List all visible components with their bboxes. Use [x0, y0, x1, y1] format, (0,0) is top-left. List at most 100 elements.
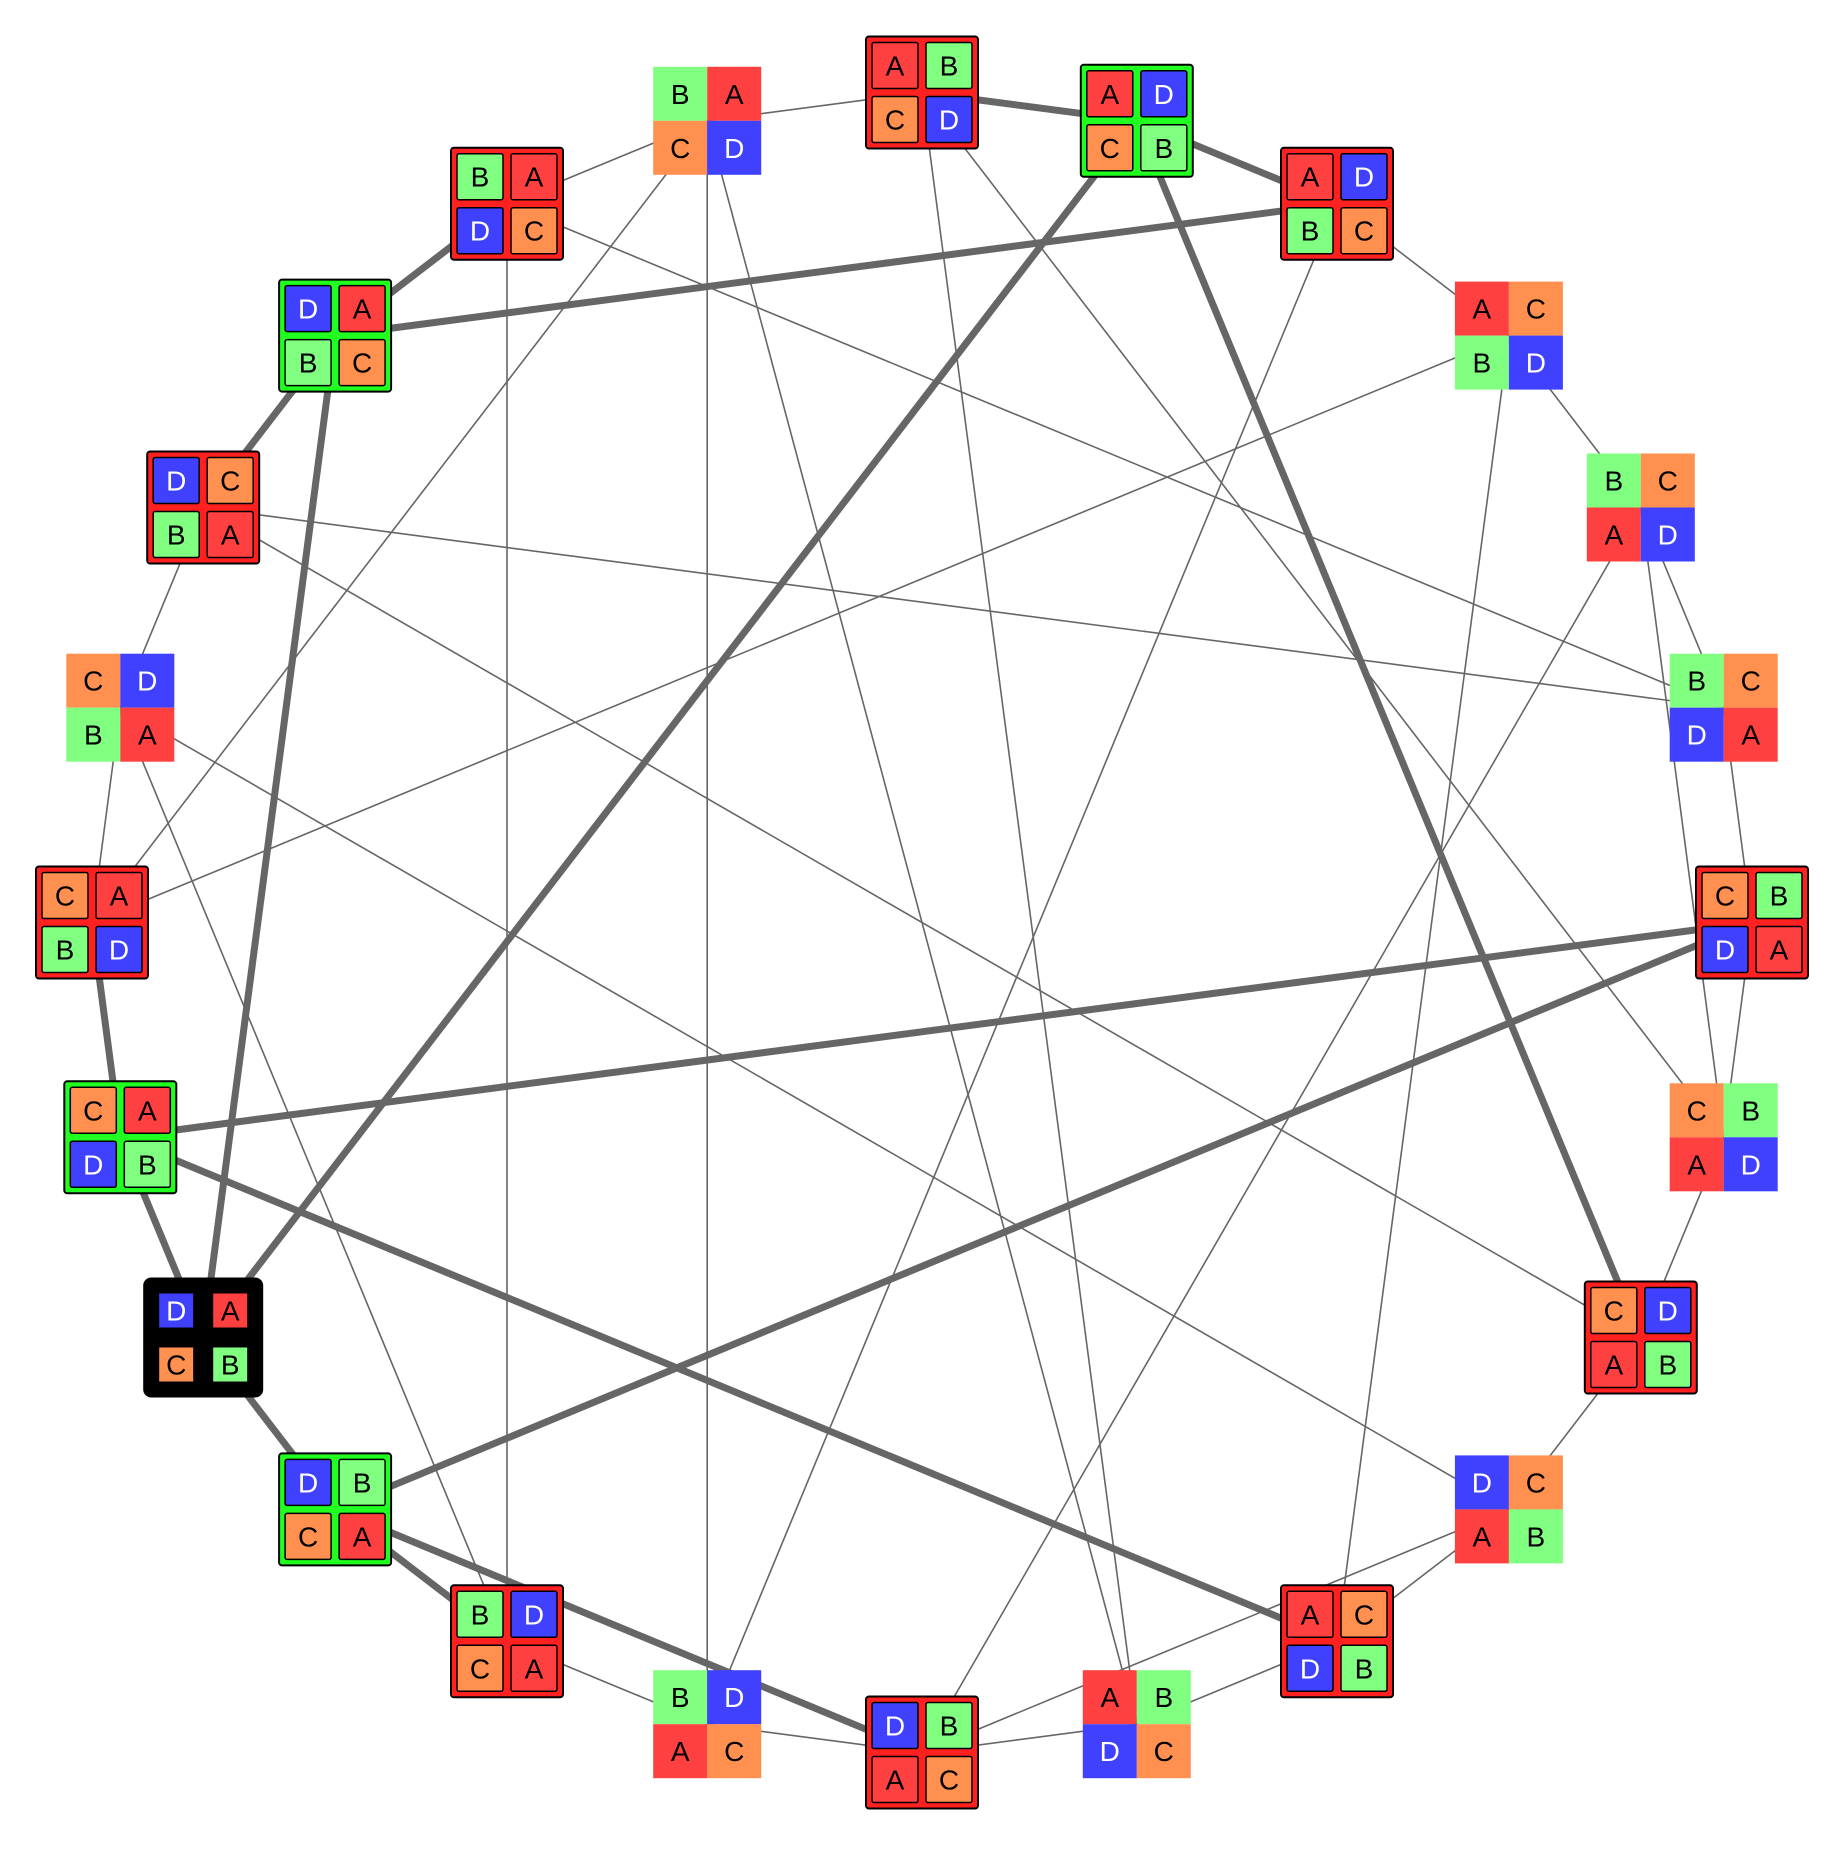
cell-label: D — [1658, 520, 1678, 551]
cell-a — [1286, 1590, 1334, 1639]
cell-a — [120, 707, 175, 762]
cell-c — [206, 456, 254, 505]
cell-label: B — [353, 1467, 372, 1498]
node-n13: B D A C — [653, 1670, 762, 1779]
cell-label: B — [167, 520, 186, 551]
cell-label: B — [471, 1599, 490, 1630]
cell-label: D — [83, 1149, 103, 1180]
cell-a — [707, 66, 762, 121]
cell-label: C — [1658, 466, 1678, 497]
cell-label: A — [138, 1095, 157, 1126]
cell-d — [69, 1140, 118, 1189]
cell-d — [456, 206, 504, 255]
cell-label: C — [1604, 1296, 1624, 1327]
cell-a — [653, 1724, 708, 1779]
cell-label: A — [525, 1653, 544, 1684]
bold-edge-n01-n08 — [1133, 117, 1645, 1341]
cell-label: B — [1687, 666, 1706, 697]
cell-a — [1723, 707, 1778, 762]
cell-c — [510, 206, 558, 255]
cell-d — [95, 925, 143, 974]
cell-a — [338, 1512, 386, 1561]
cell-b — [1340, 1644, 1388, 1693]
cell-d — [1454, 1455, 1509, 1510]
node-n12: D B A C — [865, 1695, 979, 1810]
cell-b — [338, 1458, 386, 1507]
cell-label: D — [1658, 1296, 1678, 1327]
cell-b — [284, 338, 332, 387]
node-n01: A D C B — [1079, 63, 1194, 178]
cell-label: D — [1154, 79, 1174, 110]
cell-label: D — [137, 666, 157, 697]
cell-d — [1701, 925, 1749, 974]
cell-d — [510, 1590, 558, 1639]
cell-label: D — [724, 1682, 744, 1713]
cell-c — [653, 120, 708, 175]
cell-label: C — [1715, 881, 1735, 912]
cell-label: A — [1100, 1682, 1119, 1713]
cell-b — [1140, 124, 1188, 172]
cell-label: D — [166, 1296, 186, 1327]
cell-d — [707, 1670, 762, 1725]
cell-label: B — [1301, 216, 1320, 247]
cell-label: A — [353, 294, 372, 325]
bold-edge-n10-n17 — [116, 1133, 1341, 1645]
cell-label: B — [138, 1149, 157, 1180]
cell-d — [1286, 1644, 1334, 1693]
cell-label: D — [1741, 1149, 1761, 1180]
cell-label: C — [724, 1736, 744, 1767]
cell-a — [123, 1086, 172, 1135]
cell-label: D — [724, 133, 744, 164]
cell-label: A — [1770, 935, 1789, 966]
cell-label: C — [524, 216, 544, 247]
cell-a — [1669, 1137, 1724, 1192]
node-n11: A B D C — [1082, 1670, 1191, 1779]
thin-edge-n03-n18 — [91, 334, 1510, 924]
node-n20: D C B A — [146, 450, 261, 565]
node-n15: D B C A — [278, 1452, 393, 1567]
nodes-layer: A BC DA DC BA DB CA CB DB CA DB CD AC BD AC BA DC DA BD CA B… — [35, 35, 1809, 1810]
cell-a — [510, 152, 558, 201]
cell-c — [871, 95, 919, 144]
cell-b — [456, 152, 504, 201]
cell-label: D — [1526, 348, 1546, 379]
cell-a — [1286, 152, 1334, 201]
thin-edge-n00-n11 — [921, 91, 1138, 1725]
node-n08: C D A B — [1583, 1280, 1698, 1395]
cell-label: B — [1770, 881, 1789, 912]
cell-d — [1640, 507, 1695, 562]
cell-b — [925, 1701, 973, 1750]
cell-label: C — [55, 881, 75, 912]
cell-d — [871, 1701, 919, 1750]
thin-edge-n03-n10 — [1336, 334, 1510, 1643]
cell-label: A — [221, 520, 240, 551]
cell-a — [206, 510, 254, 559]
cell-b — [1755, 871, 1803, 920]
cell-d — [925, 95, 973, 144]
cell-a — [1755, 925, 1803, 974]
cell-c — [1640, 453, 1695, 508]
cell-c — [1508, 1455, 1563, 1510]
cell-a — [213, 1293, 248, 1328]
cell-c — [1340, 206, 1388, 255]
bold-edge-n06-n15 — [331, 919, 1756, 1513]
thin-edge-n05-n22 — [506, 202, 1725, 709]
cell-label: A — [1604, 520, 1623, 551]
cell-label: D — [1715, 935, 1735, 966]
bold-edge-n01-n16 — [199, 117, 1141, 1341]
cell-label: B — [1473, 348, 1492, 379]
node-n18: C A B D — [35, 865, 149, 980]
cell-label: D — [524, 1599, 544, 1630]
cell-label: B — [1604, 466, 1623, 497]
cell-label: D — [1100, 1736, 1120, 1767]
node-n21: D A B C — [278, 278, 393, 393]
cell-d — [1082, 1724, 1137, 1779]
cell-b — [41, 925, 89, 974]
cell-b — [1644, 1340, 1692, 1389]
cell-a — [871, 1755, 919, 1804]
cell-label: A — [1473, 1521, 1492, 1552]
thin-edge-n04-n07 — [1640, 506, 1725, 1139]
cell-label: C — [670, 133, 690, 164]
cell-b — [1669, 653, 1724, 708]
cell-label: A — [1100, 79, 1119, 110]
